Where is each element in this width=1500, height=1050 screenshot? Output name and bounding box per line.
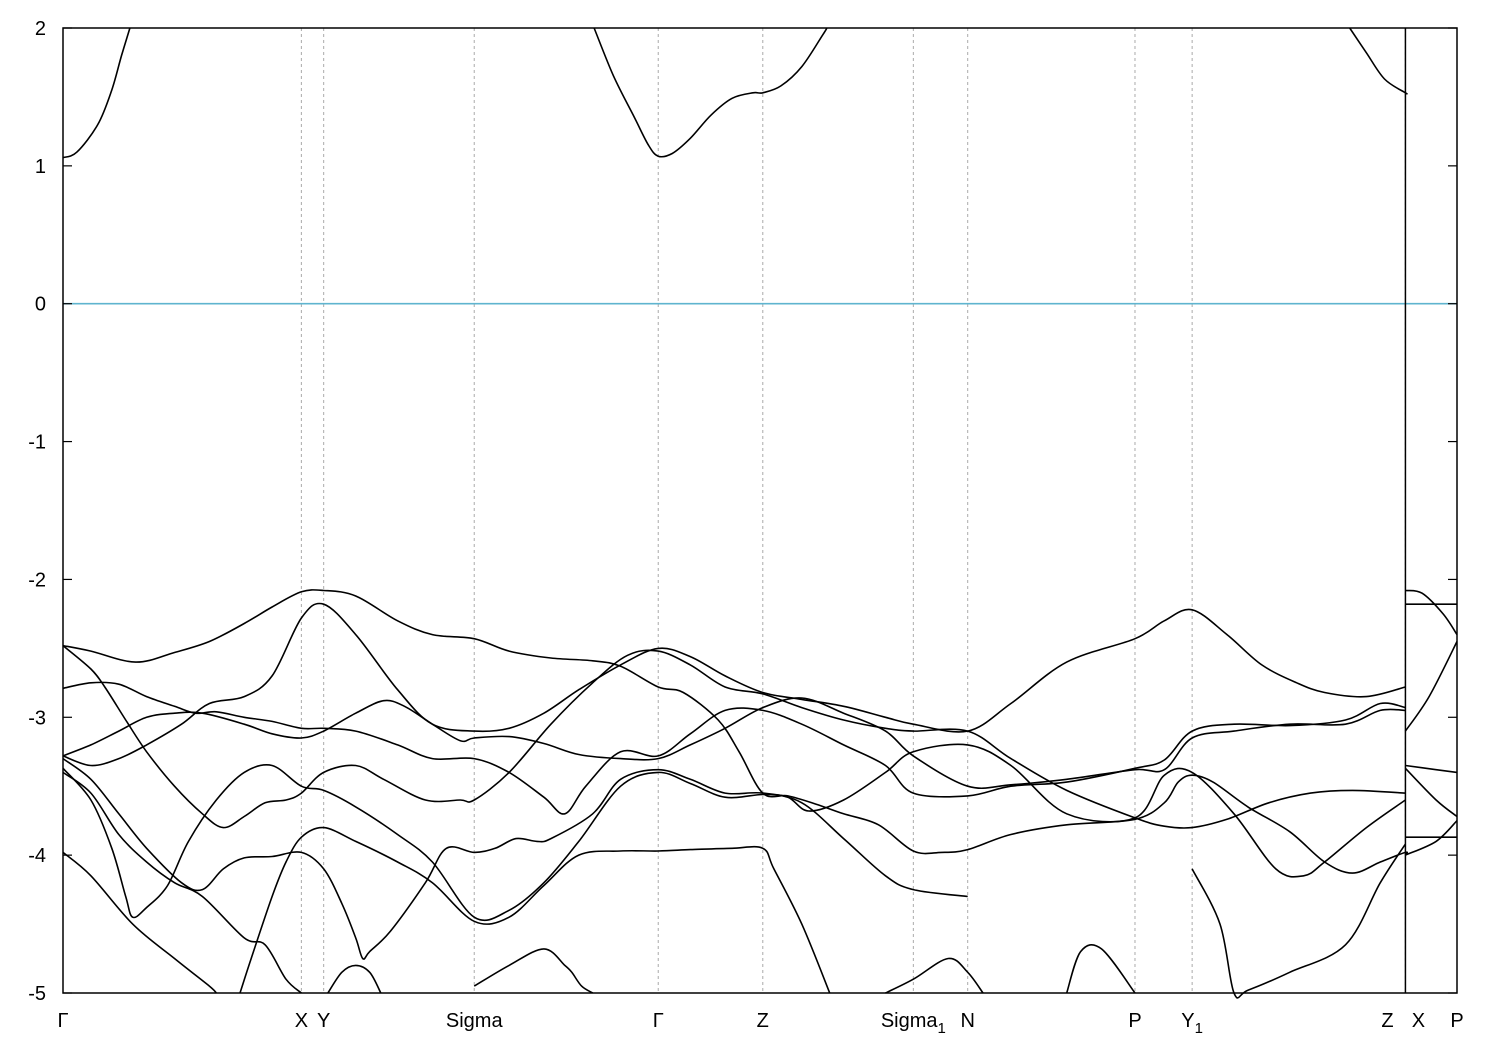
band-line [1349, 27, 1408, 95]
y-tick-label: 0 [35, 294, 46, 316]
band-line [239, 826, 831, 994]
band-line [1404, 767, 1458, 818]
band-line [1405, 764, 1458, 774]
band-line [62, 681, 1406, 815]
band-line [473, 948, 594, 994]
x-tick-label: Z [1381, 1010, 1393, 1032]
band-line [62, 743, 1406, 922]
x-tick-label: Z [757, 1010, 769, 1032]
y-tick-label: 2 [35, 18, 46, 40]
band-line [1065, 943, 1136, 994]
band-line [62, 602, 1406, 767]
x-tick-label: Sigma [446, 1010, 504, 1032]
band-curves [62, 27, 1458, 999]
x-tick-label: Y [317, 1010, 330, 1032]
y-tick-label: 1 [35, 156, 46, 178]
band-line [327, 964, 382, 994]
x-tick-label: P [1128, 1010, 1141, 1032]
band-line [62, 27, 131, 159]
band-line [62, 697, 1406, 789]
y-tick-label: -5 [28, 983, 46, 1005]
band-line [885, 957, 984, 994]
x-tick-label: Γ [653, 1010, 664, 1032]
x-tick-label: P [1450, 1010, 1463, 1032]
y-axis-ticks: 2 1 0 -1 -2 -3 -4 -5 [28, 18, 1457, 1005]
band-line [1404, 641, 1458, 732]
x-tick-label: X [295, 1010, 308, 1032]
band-line [62, 771, 302, 994]
y-tick-label: -3 [28, 707, 46, 729]
band-line [62, 644, 1406, 829]
y-tick-label: -1 [28, 432, 46, 454]
x-tick-subscript: 1 [1195, 1020, 1203, 1037]
band-line [62, 851, 217, 994]
x-tick-label: Γ [57, 1010, 68, 1032]
plot-frame [62, 27, 1458, 994]
band-line [1405, 589, 1458, 636]
x-tick-label: X [1412, 1010, 1425, 1032]
band-line [62, 757, 968, 960]
band-line [1191, 843, 1407, 999]
x-tick-label: N [960, 1010, 974, 1032]
y-tick-label: -4 [28, 845, 46, 867]
x-tick-subscript: 1 [938, 1020, 946, 1037]
y-tick-label: -2 [28, 569, 46, 591]
band-line [593, 27, 828, 158]
band-line [1405, 820, 1458, 856]
